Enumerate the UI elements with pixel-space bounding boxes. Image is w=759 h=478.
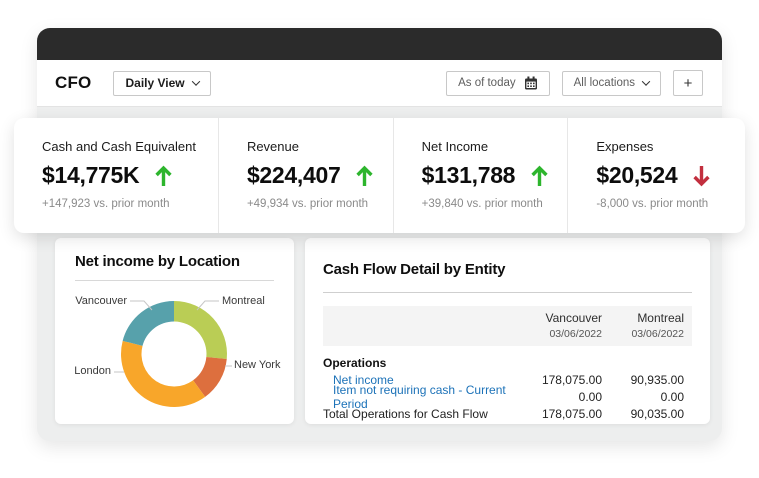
kpi-value: $224,407 [246,162,341,188]
toolbar-right-group: As of today All locations + [446,70,703,96]
date-filter-label: As of today [458,77,516,89]
kpi-summary-row: Cash and Cash Equivalent $14,775K +147,9… [14,118,745,233]
pie-label-london: London [74,365,111,377]
kpi-value: $14,775K [42,162,140,188]
kpi-delta: +49,934 vs. prior month [246,198,369,210]
cash-flow-detail-card: Cash Flow Detail by Entity Vancouver 03/… [305,238,710,424]
pie-label-vancouver: Vancouver [75,295,127,307]
donut-slice-new-york[interactable] [193,357,227,397]
divider [75,280,274,281]
divider [323,292,692,293]
net-income-link[interactable]: Net income [333,372,394,387]
window-titlebar [37,28,722,60]
item-not-requiring-cash-link[interactable]: Item not requiring cash - Current Period [333,382,506,411]
cell-value: 90,935.00 [630,372,684,387]
kpi-card-expenses: Expenses $20,524 -8,000 vs. prior month [567,118,745,233]
kpi-card-net-income: Net Income $131,788 +39,840 vs. prior mo… [392,118,568,233]
pie-label-new-york: New York [234,359,281,371]
toolbar: CFO Daily View As of today [37,60,722,107]
table-row: Item not requiring cash - Current Period… [323,383,692,411]
chevron-down-icon [191,77,200,86]
donut-slice-vancouver[interactable] [122,301,174,346]
donut-slice-london[interactable] [121,340,206,407]
kpi-title: Revenue [246,139,299,154]
column-date: 03/06/2022 [631,328,684,340]
kpi-value: $20,524 [596,162,678,188]
kpi-title: Net Income [421,139,489,154]
table-body: Operations Net income 178,075.00 90,935.… [323,354,692,422]
chevron-down-icon [641,77,651,86]
date-filter-button[interactable]: As of today [446,70,550,96]
page-title: CFO [55,73,92,92]
donut-slice-montreal[interactable] [174,301,227,359]
kpi-delta: +147,923 vs. prior month [42,198,170,210]
calendar-icon [524,76,537,90]
cell-value: 90,035.00 [630,406,684,421]
cell-value: 178,075.00 [541,406,602,421]
label-connector-lines [114,300,232,373]
table-total-row: Total Operations for Cash Flow 178,075.0… [323,405,692,422]
column-name: Montreal [637,311,684,325]
kpi-title: Cash and Cash Equivalent [42,139,196,154]
donut-chart [114,300,232,407]
add-button[interactable]: + [673,70,703,96]
location-filter-label: All locations [573,77,635,89]
kpi-value: $131,788 [421,162,516,188]
section-label: Operations [323,355,387,370]
table-row: Net income 178,075.00 90,935.00 [323,371,692,388]
kpi-delta: -8,000 vs. prior month [596,198,709,210]
trend-arrow-icon [693,165,711,186]
column-name: Vancouver [545,311,602,325]
cell-value: 178,075.00 [541,372,602,387]
trend-arrow-icon [356,165,374,186]
column-header-vancouver: Vancouver 03/06/2022 [507,311,602,341]
trend-arrow-icon [531,165,548,186]
view-selector-dropdown[interactable]: Daily View [113,70,211,96]
cell-value: 0.00 [578,389,602,404]
net-income-by-location-card: Net income by Location Vancouver Montrea… [55,238,294,424]
column-date: 03/06/2022 [549,328,602,340]
location-filter-dropdown[interactable]: All locations [561,70,661,96]
column-header-montreal: Montreal 03/06/2022 [602,311,684,341]
trend-arrow-icon [155,165,172,186]
plus-icon: + [683,74,693,92]
view-selector-label: Daily View [125,76,185,90]
table-header-row: Vancouver 03/06/2022 Montreal 03/06/2022 [323,306,692,346]
total-label: Total Operations for Cash Flow [323,406,488,421]
pie-label-montreal: Montreal [222,295,265,307]
kpi-card-revenue: Revenue $224,407 +49,934 vs. prior month [217,118,393,233]
table-title: Cash Flow Detail by Entity [323,261,506,278]
table-section-row: Operations [323,354,692,371]
cell-value: 0.00 [660,389,684,404]
chart-title: Net income by Location [75,253,240,270]
kpi-card-cash: Cash and Cash Equivalent $14,775K +147,9… [14,118,218,233]
kpi-title: Expenses [596,139,654,154]
kpi-delta: +39,840 vs. prior month [421,198,543,210]
